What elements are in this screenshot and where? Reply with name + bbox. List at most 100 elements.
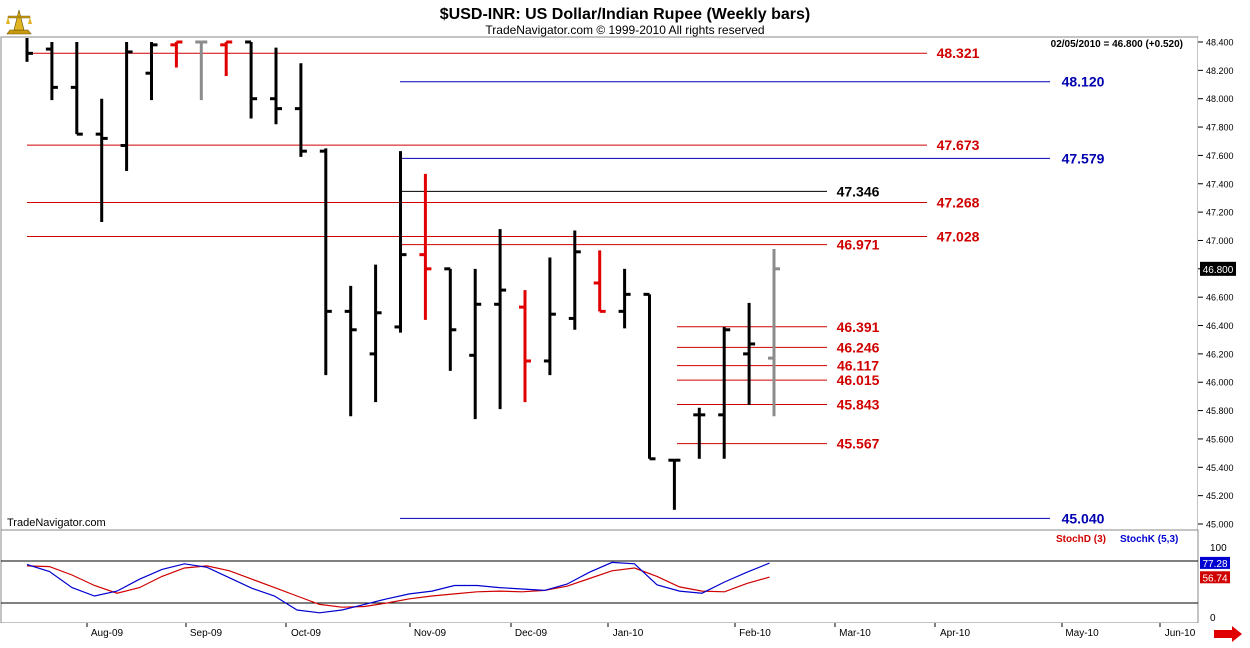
level-label: 46.971 — [837, 237, 880, 253]
stoch-last-label: 77.28 — [1202, 559, 1227, 570]
ohlc-bar — [444, 267, 457, 371]
stoch-axis: 100 0 77.28 56.74 — [1200, 543, 1230, 624]
ohlc-bar — [70, 42, 83, 136]
ohlc-bar — [718, 326, 731, 459]
date-tick-label: Sep-09 — [190, 628, 223, 639]
price-tick-label: 47.400 — [1206, 179, 1234, 189]
price-tick-label: 45.600 — [1206, 434, 1234, 444]
stoch-series-line — [26, 561, 770, 614]
legend-stochk: StochK (5,3) — [1120, 534, 1178, 545]
level-label: 47.346 — [837, 183, 880, 199]
date-axis: Aug-09 Sep-09 Oct-09 Nov-09 Dec-09 Jan-10 Feb-… — [0, 623, 1250, 643]
ohlc-bar — [494, 229, 507, 410]
level-lines: 48.321 48.120 47.673 47.579 47.346 47.268 47.0… — [27, 45, 1105, 526]
date-tick-label: Jan-10 — [613, 628, 644, 639]
ohlc-bar — [270, 47, 282, 125]
logo-icon — [6, 9, 32, 35]
chart-subtitle: TradeNavigator.com © 1999-2010 All right… — [485, 23, 764, 37]
header: $USD-INR: US Dollar/Indian Rupee (Weekly… — [0, 0, 1250, 37]
stoch-last-label: 56.74 — [1202, 573, 1227, 584]
ohlc-bar — [693, 407, 706, 459]
price-tick-label: 45.400 — [1206, 463, 1234, 473]
ohlc-bar — [220, 40, 233, 77]
price-tick-label: 48.000 — [1206, 94, 1234, 104]
date-tick-label: May-10 — [1065, 628, 1099, 639]
stoch-tick-label: 0 — [1210, 613, 1216, 624]
price-panel: 48.321 48.120 47.673 47.579 47.346 47.268 47.0… — [0, 36, 1199, 531]
stoch-tick-label: 100 — [1210, 543, 1227, 554]
ohlc-bar — [25, 38, 33, 62]
price-tick-label: 46.200 — [1206, 349, 1234, 359]
chart-title: $USD-INR: US Dollar/Indian Rupee (Weekly… — [440, 6, 810, 23]
ohlc-bar — [120, 42, 133, 172]
level-label: 47.268 — [937, 194, 980, 210]
date-tick-label: Feb-10 — [739, 628, 771, 639]
date-tick-label: Apr-10 — [940, 628, 970, 639]
level-label: 45.567 — [837, 436, 880, 452]
level-label: 46.117 — [837, 358, 879, 374]
price-tick-label: 48.200 — [1206, 66, 1234, 76]
quote-readout: 02/05/2010 = 46.800 (+0.520) — [1051, 39, 1183, 50]
level-label: 48.321 — [937, 45, 980, 61]
price-tick-label: 45.800 — [1206, 406, 1234, 416]
level-label: 48.120 — [1062, 74, 1105, 90]
scroll-right-arrow-icon[interactable] — [1214, 626, 1242, 642]
stoch-lines — [1, 560, 1198, 614]
level-label: 45.843 — [837, 396, 880, 412]
price-tick-label: 45.200 — [1206, 491, 1234, 501]
ohlc-bar — [294, 63, 307, 157]
ohlc-bar — [543, 257, 556, 376]
date-tick-label: Mar-10 — [839, 628, 871, 639]
price-tick-label: 47.000 — [1206, 236, 1234, 246]
price-tick-label: 48.400 — [1206, 38, 1234, 48]
date-tick-label: Jun-10 — [1165, 628, 1196, 639]
ohlc-bar — [95, 98, 108, 223]
ohlc-bar — [668, 458, 681, 510]
ohlc-bar — [568, 230, 581, 330]
price-bars — [25, 38, 780, 510]
ohlc-bar — [369, 264, 382, 403]
date-tick-label: Oct-09 — [291, 628, 321, 639]
price-tick-label: 46.600 — [1206, 293, 1234, 303]
stoch-last-box — [1200, 571, 1230, 584]
level-label: 46.391 — [837, 319, 880, 335]
ohlc-bar — [618, 268, 631, 329]
ohlc-bar — [319, 148, 332, 376]
date-tick-label: Dec-09 — [515, 628, 548, 639]
price-tick-label: 47.200 — [1206, 208, 1234, 218]
ohlc-bar — [768, 248, 780, 417]
last-price-label: 46.800 — [1203, 265, 1234, 276]
price-tick-label: 46.000 — [1206, 378, 1234, 388]
price-tick-label: 45.000 — [1206, 520, 1234, 530]
last-price-box — [1200, 261, 1236, 276]
price-tick-label: 47.600 — [1206, 151, 1234, 161]
date-tick-label: Nov-09 — [414, 628, 447, 639]
ohlc-bar — [419, 173, 432, 320]
ohlc-bar — [394, 151, 407, 333]
ohlc-bar — [593, 250, 606, 313]
ohlc-bar — [45, 42, 58, 101]
date-tick-label: Aug-09 — [91, 628, 124, 639]
ohlc-bar — [145, 42, 158, 101]
level-label: 46.015 — [837, 372, 880, 388]
stoch-last-box — [1200, 556, 1230, 569]
price-tick-label: 46.400 — [1206, 321, 1234, 331]
ohlc-bar — [643, 292, 656, 461]
ohlc-bar — [743, 302, 756, 405]
ohlc-bar — [170, 40, 183, 68]
level-label: 47.673 — [937, 137, 980, 153]
ohlc-bar — [519, 290, 531, 403]
ohlc-bar — [195, 40, 208, 101]
watermark-text: TradeNavigator.com — [7, 517, 106, 529]
level-label: 46.246 — [837, 339, 880, 355]
ohlc-bar — [344, 285, 357, 417]
stoch-series-line — [26, 565, 770, 608]
ohlc-bar — [245, 40, 258, 119]
legend-stochd: StochD (3) — [1056, 534, 1106, 545]
price-axis: 48.400 48.200 48.000 47.800 47.600 47.400 47.2… — [1198, 37, 1250, 530]
ohlc-bar — [469, 268, 482, 420]
price-tick-label: 47.800 — [1206, 123, 1234, 133]
stoch-panel: StochD (3) StochK (5,3) — [0, 529, 1199, 624]
